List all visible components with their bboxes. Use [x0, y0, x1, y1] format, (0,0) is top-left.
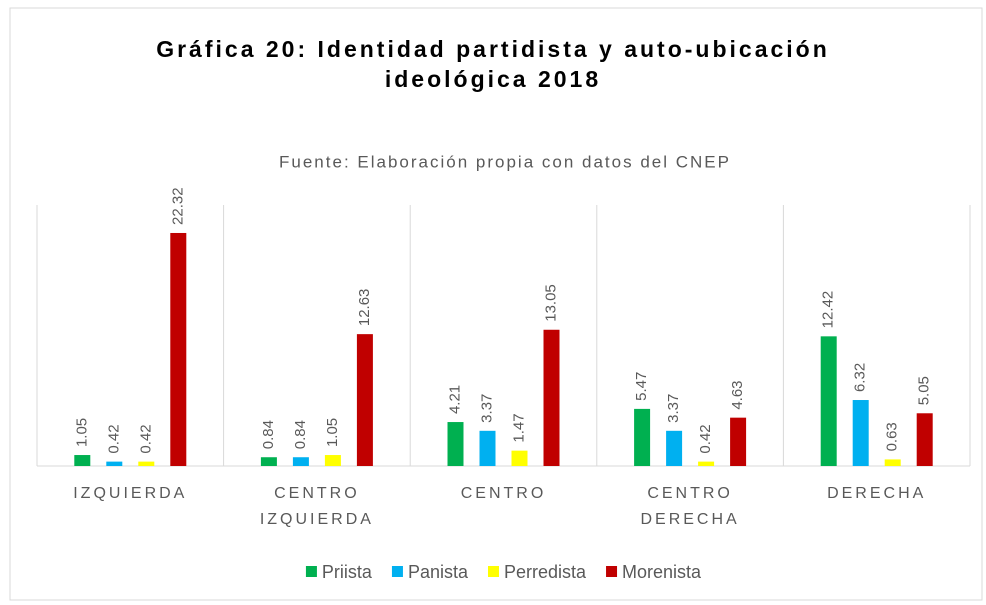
- bar: [820, 336, 837, 466]
- data-label: 1.05: [73, 418, 90, 447]
- data-label: 0.42: [137, 424, 154, 453]
- legend-label: Perredista: [504, 562, 587, 582]
- x-tick-label: CENTRO IZQUIERDA: [260, 485, 374, 528]
- bar: [916, 413, 933, 466]
- data-label: 0.84: [292, 420, 309, 449]
- legend: Priista Panista Perredista Morenista: [305, 562, 702, 582]
- data-label: 1.47: [510, 413, 527, 442]
- bar: [479, 430, 496, 466]
- data-label: 0.42: [105, 424, 122, 453]
- bar: [170, 232, 187, 466]
- legend-swatch: [305, 566, 317, 577]
- bar: [730, 417, 747, 466]
- bar: [106, 461, 123, 466]
- x-tick-label: DERECHA: [827, 485, 926, 502]
- bar: [356, 334, 373, 466]
- bar: [698, 461, 715, 466]
- bar: [138, 461, 155, 466]
- data-label: 4.63: [729, 380, 746, 409]
- data-label: 13.05: [542, 284, 559, 322]
- data-label: 12.63: [356, 289, 373, 327]
- bar: [852, 400, 869, 466]
- bar: [511, 450, 528, 466]
- data-label: 5.05: [916, 376, 933, 405]
- legend-label: Morenista: [622, 562, 702, 582]
- x-tick-label: CENTRO: [461, 485, 547, 502]
- data-label: 0.63: [884, 422, 901, 451]
- bar: [666, 430, 683, 466]
- bar: [447, 422, 464, 466]
- data-label: 12.42: [820, 291, 837, 329]
- bar: [260, 457, 277, 466]
- x-tick-label: CENTRO DERECHA: [640, 485, 739, 528]
- data-label: 6.32: [852, 363, 869, 392]
- data-label: 5.47: [633, 372, 650, 401]
- legend-swatch: [391, 566, 403, 577]
- data-label: 4.21: [446, 385, 463, 414]
- data-label: 3.37: [665, 394, 682, 423]
- bar: [634, 408, 651, 466]
- bar: [884, 459, 901, 466]
- bar: [292, 457, 309, 466]
- legend-label: Priista: [322, 562, 373, 582]
- chart-subtitle: Fuente: Elaboración propia con datos del…: [279, 152, 731, 171]
- data-label: 22.32: [169, 187, 186, 225]
- bar: [324, 455, 341, 466]
- data-label: 0.84: [260, 420, 277, 449]
- bar: [543, 329, 560, 466]
- legend-swatch: [487, 566, 499, 577]
- legend-swatch: [606, 566, 618, 577]
- data-label: 3.37: [478, 394, 495, 423]
- bar: [74, 455, 91, 466]
- chart-title: Gráfica 20: Identidad partidista y auto-…: [156, 36, 830, 92]
- legend-label: Panista: [408, 562, 469, 582]
- data-label: 0.42: [697, 424, 714, 453]
- data-label: 1.05: [324, 418, 341, 447]
- x-tick-label: IZQUIERDA: [73, 485, 187, 502]
